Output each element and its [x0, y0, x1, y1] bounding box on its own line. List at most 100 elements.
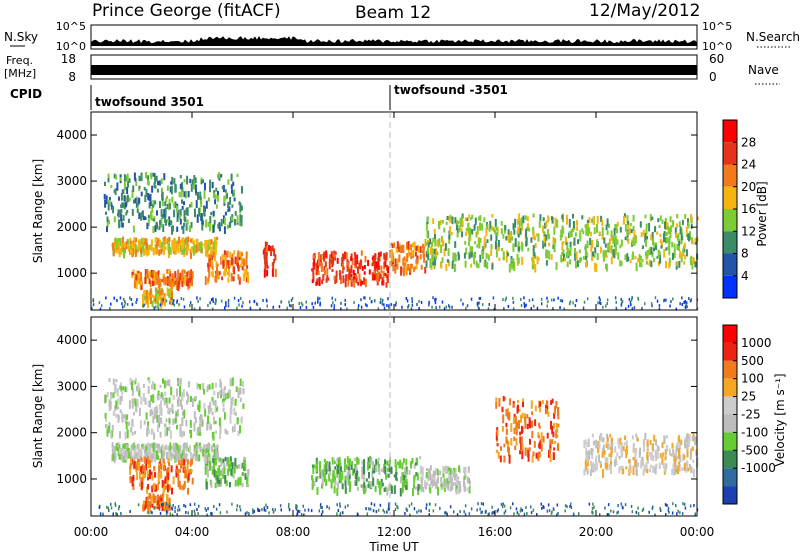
velocity-pixel: [237, 430, 240, 437]
power-ground-pixel: [546, 304, 548, 308]
power-pixel: [603, 237, 606, 244]
velocity-pixel: [147, 386, 150, 394]
power-pixel: [207, 239, 210, 247]
velocity-pixel: [215, 472, 218, 481]
power-pixel: [193, 183, 195, 190]
velocity-pixel: [175, 447, 178, 456]
power-ground-pixel: [401, 305, 403, 309]
power-pixel: [588, 227, 591, 235]
power-pixel: [181, 182, 184, 190]
velocity-colorbar-tick-label: 1000: [741, 336, 772, 350]
power-pixel: [521, 256, 524, 266]
velocity-pixel: [663, 436, 666, 444]
power-pixel: [166, 277, 169, 286]
power-pixel: [552, 244, 555, 250]
velocity-pixel: [198, 400, 201, 409]
power-pixel: [172, 280, 174, 288]
power-pixel: [233, 266, 236, 275]
velocity-pixel: [107, 425, 110, 433]
power-pixel: [179, 208, 182, 217]
velocity-ground-pixel: [620, 502, 622, 506]
velocity-ground-pixel: [459, 510, 461, 514]
velocity-pixel: [216, 475, 219, 484]
velocity-pixel: [356, 470, 359, 474]
velocity-pixel: [505, 408, 508, 417]
velocity-pixel: [346, 467, 349, 471]
power-pixel: [587, 227, 589, 237]
power-pixel: [664, 221, 666, 229]
power-pixel: [614, 223, 617, 231]
velocity-pixel: [123, 443, 126, 450]
velocity-pixel: [164, 501, 167, 508]
power-pixel: [502, 251, 505, 260]
velocity-pixel: [524, 422, 527, 429]
power-pixel: [413, 267, 416, 272]
power-ground-pixel: [669, 304, 671, 308]
power-pixel: [191, 271, 194, 279]
velocity-pixel: [170, 445, 173, 450]
power-pixel: [333, 250, 336, 255]
power-pixel: [152, 247, 155, 256]
velocity-pixel: [628, 466, 631, 474]
velocity-ground-pixel: [689, 504, 692, 508]
power-pixel: [436, 239, 439, 247]
velocity-pixel: [187, 487, 189, 495]
velocity-pixel: [502, 414, 505, 424]
power-pixel: [470, 263, 473, 268]
power-pixel: [668, 247, 671, 256]
velocity-ground-pixel: [540, 502, 542, 506]
power-pixel: [649, 214, 652, 222]
power-pixel: [202, 179, 205, 184]
velocity-pixel: [429, 474, 432, 481]
velocity-pixel: [692, 468, 695, 478]
power-pixel: [432, 237, 435, 243]
power-pixel: [488, 228, 491, 232]
velocity-pixel: [551, 398, 554, 404]
power-ground-pixel: [654, 296, 657, 300]
power-pixel: [141, 212, 143, 218]
power-pixel: [641, 245, 644, 249]
velocity-pixel: [520, 414, 522, 423]
power-pixel: [507, 229, 510, 235]
velocity-ground-pixel: [197, 512, 199, 515]
velocity-pixel: [164, 476, 167, 484]
power-ground-pixel: [298, 302, 300, 305]
power-ground-pixel: [665, 298, 667, 302]
velocity-ground-pixel: [501, 505, 504, 509]
x-tick-label: 08:00: [276, 525, 311, 539]
velocity-ground-pixel: [210, 511, 212, 515]
velocity-pixel: [144, 456, 147, 464]
power-pixel: [458, 254, 460, 260]
velocity-ground-pixel: [642, 507, 645, 511]
velocity-ground-pixel: [556, 503, 559, 507]
velocity-pixel: [149, 400, 152, 408]
power-pixel: [560, 254, 563, 263]
velocity-pixel: [447, 483, 450, 491]
velocity-pixel: [680, 439, 683, 446]
velocity-ground-pixel: [231, 502, 233, 506]
velocity-pixel: [333, 461, 336, 465]
velocity-pixel: [683, 454, 686, 460]
power-ground-pixel: [583, 300, 586, 304]
velocity-pixel: [644, 432, 647, 441]
velocity-pixel: [506, 439, 509, 445]
power-pixel: [552, 236, 555, 244]
velocity-pixel: [217, 451, 219, 460]
power-pixel: [542, 217, 545, 222]
velocity-pixel: [157, 424, 159, 432]
velocity-pixel: [227, 457, 229, 465]
power-pixel: [311, 279, 314, 284]
velocity-pixel: [376, 461, 379, 465]
power-ground-pixel: [574, 304, 577, 307]
power-pixel: [429, 261, 432, 269]
velocity-ground-pixel: [404, 512, 406, 515]
nsky-trace: [91, 36, 697, 46]
velocity-pixel: [115, 442, 118, 450]
velocity-pixel: [160, 452, 163, 459]
power-pixel: [144, 246, 147, 253]
velocity-pixel: [382, 468, 385, 473]
power-ground-pixel: [124, 301, 127, 305]
velocity-pixel: [384, 465, 387, 475]
velocity-pixel: [650, 452, 653, 461]
